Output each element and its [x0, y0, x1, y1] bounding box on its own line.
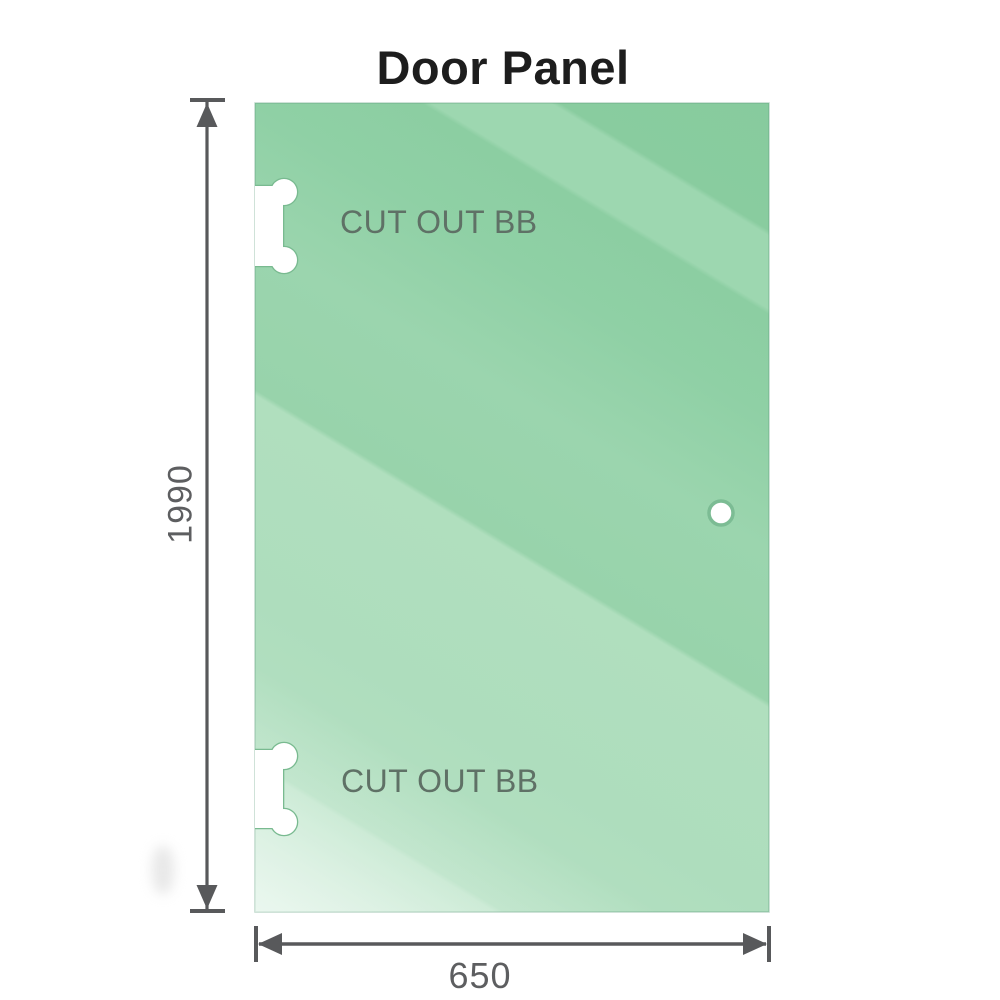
hinge-cutout-bottom: [255, 741, 299, 837]
cutout-label-top: CUT OUT BB: [340, 204, 538, 240]
width-dim-arrow-right-icon: [743, 933, 767, 955]
door-panel-glass: [254, 102, 770, 913]
glass-reflection-overlay: [255, 103, 769, 912]
width-dimension-value: 650: [448, 955, 512, 996]
cutout-label-bottom: CUT OUT BB: [341, 763, 539, 799]
width-dimension: [254, 926, 771, 962]
hinge-cutout-top: [255, 177, 299, 275]
handle-hole: [707, 499, 735, 527]
height-dim-arrow-down-icon: [196, 885, 218, 909]
width-dim-arrow-left-icon: [258, 933, 282, 955]
height-dim-arrow-up-icon: [196, 103, 218, 127]
page-title: Door Panel: [376, 41, 630, 94]
watermark-smudge: [152, 846, 174, 894]
height-dimension-value: 1990: [161, 464, 200, 544]
height-dimension: [190, 98, 225, 913]
